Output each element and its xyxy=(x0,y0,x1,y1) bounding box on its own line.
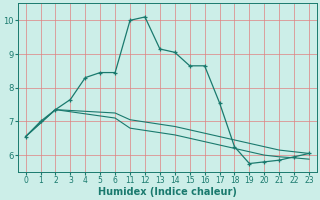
X-axis label: Humidex (Indice chaleur): Humidex (Indice chaleur) xyxy=(98,187,237,197)
